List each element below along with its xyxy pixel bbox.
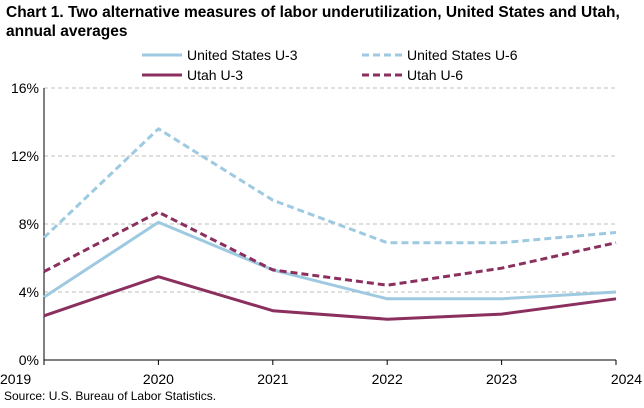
y-tick-label: 0% [19,352,39,368]
series-line-utah-u-6 [43,210,617,287]
legend-label: Utah U-6 [407,67,463,83]
y-tick-label: 4% [19,284,39,300]
chart-title: Chart 1. Two alternative measures of lab… [6,4,620,40]
series-lines [42,127,617,321]
x-tick-label: 2020 [143,371,174,387]
x-tick-label: 2021 [257,371,288,387]
x-tick-label: 2023 [486,371,517,387]
y-tick-label: 16% [11,80,39,96]
legend: United States U-3 United States U-6 Utah U… [142,47,518,83]
x-axis-ticks: 2019 2020 2021 2022 2023 2024 [0,371,642,387]
series-line-utah-u-3 [43,275,617,321]
legend-label: United States U-3 [187,47,298,63]
source-note: Source: U.S. Bureau of Labor Statistics. [4,389,217,403]
series-line-united-states-u-6 [42,127,617,245]
y-tick-label: 8% [19,216,39,232]
legend-label: Utah U-3 [187,67,243,83]
legend-label: United States U-6 [407,47,518,63]
axes [43,88,617,365]
gridlines [44,87,616,293]
x-tick-label: 2024 [611,371,642,387]
series-line-united-states-u-3 [43,220,617,301]
y-tick-label: 12% [11,148,39,164]
y-axis-ticks: 0% 4% 8% 12% 16% [11,80,39,368]
x-tick-label: 2019 [0,371,31,387]
x-tick-label: 2022 [372,371,403,387]
